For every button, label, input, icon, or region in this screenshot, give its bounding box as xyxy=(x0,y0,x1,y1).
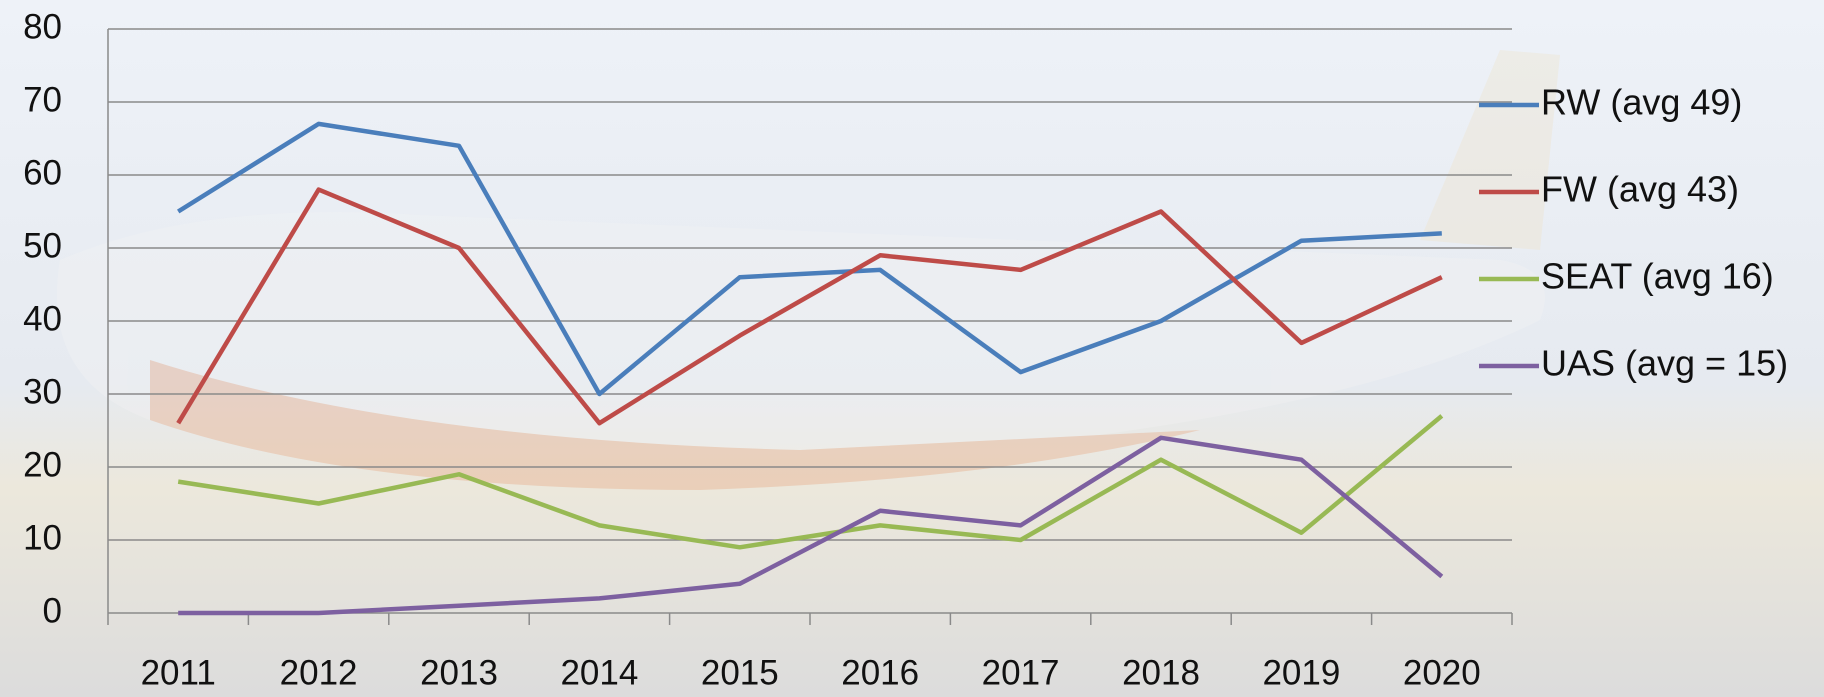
legend-label: SEAT (avg 16) xyxy=(1541,256,1774,297)
legend-label: RW (avg 49) xyxy=(1541,82,1742,123)
x-tick-label: 2013 xyxy=(420,653,498,692)
y-tick-label: 50 xyxy=(23,226,62,265)
legend-label: FW (avg 43) xyxy=(1541,169,1739,210)
page: {"chart_data": {"type": "line", "categor… xyxy=(0,0,1824,697)
y-tick-label: 0 xyxy=(43,591,62,630)
x-tick-label: 2018 xyxy=(1122,653,1200,692)
y-tick-label: 40 xyxy=(23,299,62,338)
y-tick-label: 60 xyxy=(23,153,62,192)
x-tick-label: 2019 xyxy=(1262,653,1340,692)
legend-label: UAS (avg = 15) xyxy=(1541,343,1788,384)
x-tick-label: 2014 xyxy=(560,653,638,692)
y-tick-label: 20 xyxy=(23,445,62,484)
x-tick-label: 2020 xyxy=(1403,653,1481,692)
x-tick-label: 2012 xyxy=(280,653,358,692)
x-tick-label: 2015 xyxy=(701,653,779,692)
x-tick-label: 2016 xyxy=(841,653,919,692)
x-tick-label: 2017 xyxy=(982,653,1060,692)
chart: 0 10 20 30 40 50 60 70 80 2011 2012 2013 2014 2015 201… xyxy=(0,0,1824,697)
y-tick-label: 30 xyxy=(23,372,62,411)
y-tick-label: 70 xyxy=(23,80,62,119)
x-tick-label: 2011 xyxy=(141,653,216,692)
y-tick-label: 10 xyxy=(23,518,62,557)
y-tick-label: 80 xyxy=(23,7,62,46)
